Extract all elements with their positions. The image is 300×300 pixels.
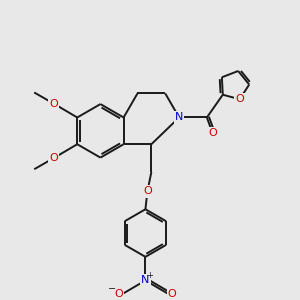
Text: O: O — [115, 289, 123, 299]
Text: O: O — [208, 128, 217, 138]
Text: N: N — [175, 112, 183, 122]
Text: O: O — [49, 153, 58, 163]
Text: O: O — [168, 289, 176, 299]
Text: +: + — [146, 271, 153, 280]
Text: N: N — [141, 275, 150, 285]
Text: O: O — [49, 99, 58, 109]
Text: −: − — [108, 284, 116, 294]
Text: O: O — [235, 94, 244, 104]
Text: O: O — [143, 186, 152, 197]
